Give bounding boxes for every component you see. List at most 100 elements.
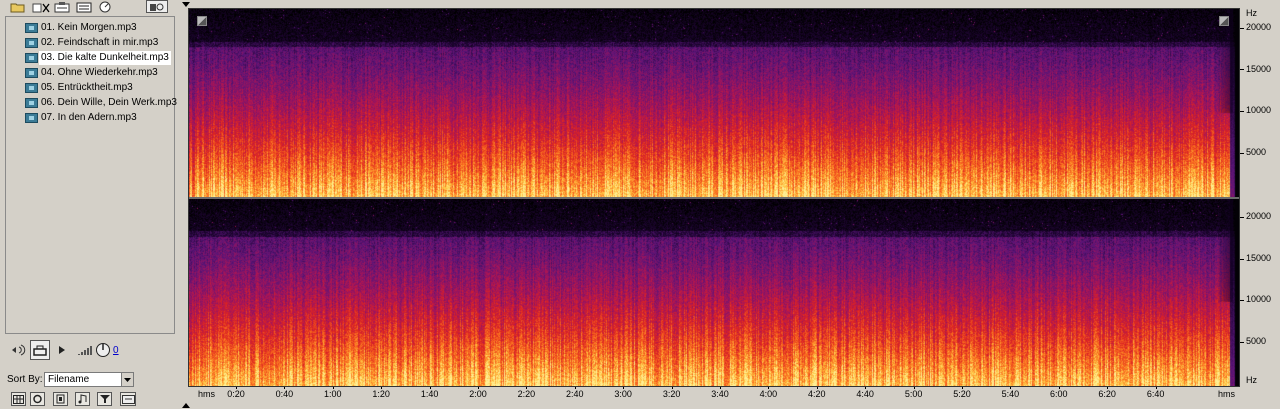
freq-label: 20000: [1246, 22, 1272, 32]
file-name: 05. Entrücktheit.mp3: [41, 82, 133, 93]
close-file-icon[interactable]: [32, 0, 50, 13]
time-label: 5:40: [1001, 389, 1020, 399]
time-label: 0:40: [275, 389, 294, 399]
file-list-item[interactable]: 02. Feindschaft in mir.mp3: [6, 36, 174, 50]
time-tick: [381, 387, 383, 389]
sort-select[interactable]: Filename: [44, 372, 134, 387]
sort-bar: Sort By: Filename: [0, 370, 180, 390]
audio-file-icon: [25, 113, 38, 123]
time-label: 1:20: [372, 389, 390, 399]
zoom-corner-icon[interactable]: [197, 16, 207, 26]
freq-label: 15000: [1246, 64, 1272, 74]
time-label: 3:20: [662, 389, 681, 399]
spectrogram-canvas: [189, 199, 1239, 386]
freq-tick: [1240, 111, 1244, 112]
audio-file-icon: [25, 53, 38, 63]
loop-icon[interactable]: [10, 340, 26, 360]
export-icon[interactable]: [30, 340, 50, 360]
audio-file-icon: [25, 68, 38, 78]
volume-value[interactable]: 0: [113, 345, 119, 356]
bottom-toolbar: [0, 391, 180, 408]
time-tick: [526, 387, 528, 389]
freq-tick: [1240, 217, 1244, 218]
grid-icon[interactable]: [11, 392, 26, 406]
time-label: 6:20: [1098, 389, 1116, 399]
time-label: 3:40: [711, 389, 729, 399]
time-tick: [962, 387, 963, 389]
frequency-ruler: Hz 20000 15000 10000 5000 20000 15000 10…: [1240, 8, 1280, 387]
file-list-item[interactable]: 04. Ohne Wiederkehr.mp3: [6, 66, 174, 80]
file-list-item[interactable]: 01. Kein Morgen.mp3: [6, 21, 174, 35]
time-tick: [623, 387, 625, 389]
freq-tick: [1240, 259, 1244, 260]
volume-knob-icon[interactable]: [94, 340, 112, 360]
time-tick: [236, 387, 237, 389]
file-name: 03. Die kalte Dunkelheit.mp3: [39, 51, 171, 65]
file-name: 02. Feindschaft in mir.mp3: [41, 37, 159, 48]
show-icon[interactable]: [120, 392, 136, 406]
file-name: 07. In den Adern.mp3: [41, 112, 137, 123]
time-label: 2:40: [566, 389, 584, 399]
time-tick: [1155, 387, 1157, 389]
playhead-marker-icon[interactable]: [182, 2, 190, 7]
time-tick: [574, 387, 576, 389]
time-label: 5:20: [953, 389, 971, 399]
file-name: 01. Kein Morgen.mp3: [41, 22, 137, 33]
properties-icon[interactable]: [76, 0, 92, 13]
file-list-item[interactable]: 05. Entrücktheit.mp3: [6, 81, 174, 95]
file-name: 04. Ohne Wiederkehr.mp3: [41, 67, 158, 78]
audio-file-icon: [25, 83, 38, 93]
insert-icon[interactable]: [54, 0, 70, 13]
freq-tick: [1240, 28, 1244, 29]
channel-divider: [189, 197, 1239, 199]
time-label: 4:00: [759, 389, 778, 399]
spectral-editor: Hz 20000 15000 10000 5000 20000 15000 10…: [180, 0, 1280, 409]
file-list-item-selected[interactable]: 03. Die kalte Dunkelheit.mp3: [6, 51, 174, 65]
freq-unit-label: Hz: [1246, 375, 1257, 385]
playhead-marker-icon[interactable]: [182, 403, 190, 408]
freq-tick: [1240, 300, 1244, 301]
zoom-corner-icon[interactable]: [1219, 16, 1229, 26]
pause-icon[interactable]: [53, 392, 68, 406]
favorites-icon[interactable]: [146, 0, 168, 13]
time-label: 4:40: [856, 389, 874, 399]
freq-unit-label: Hz: [1246, 8, 1257, 18]
file-list-item[interactable]: 06. Dein Wille, Dein Werk.mp3: [6, 96, 177, 110]
freq-label: 10000: [1246, 294, 1272, 304]
music-icon[interactable]: [75, 392, 90, 406]
audio-file-icon: [25, 98, 38, 108]
time-unit-label: hms: [1218, 389, 1236, 399]
file-list[interactable]: 01. Kein Morgen.mp3 02. Feindschaft in m…: [5, 16, 177, 334]
file-list-item[interactable]: 07. In den Adern.mp3: [6, 111, 174, 125]
freq-label: 15000: [1246, 253, 1272, 263]
spectral-display[interactable]: [188, 8, 1240, 387]
time-tick: [865, 387, 867, 389]
filter-icon[interactable]: [97, 392, 112, 406]
transport-bar: 0: [0, 340, 180, 362]
loop-icon[interactable]: [30, 392, 45, 406]
time-label: 1:40: [420, 389, 439, 399]
time-tick: [429, 387, 431, 389]
time-label: 0:20: [227, 389, 245, 399]
autoplay-icon[interactable]: [98, 0, 112, 13]
volume-meter-icon: [77, 340, 93, 360]
open-folder-icon[interactable]: [10, 0, 26, 13]
freq-tick: [1240, 153, 1244, 154]
time-tick: [671, 387, 673, 389]
freq-tick: [1240, 69, 1244, 70]
chevron-down-icon[interactable]: [121, 373, 133, 386]
time-tick: [913, 387, 915, 389]
spectrogram-left-channel[interactable]: [189, 9, 1239, 198]
time-tick: [1010, 387, 1012, 389]
spectrogram-right-channel[interactable]: [189, 199, 1239, 386]
time-ruler: hms hms 0:20 0:40 1:00 1:20 1:40 2:00 2:20 2:40…: [188, 387, 1240, 401]
files-panel: 01. Kein Morgen.mp3 02. Feindschaft in m…: [0, 0, 180, 409]
time-label: 3:00: [614, 389, 632, 399]
time-tick: [284, 387, 286, 389]
files-toolbar: [0, 0, 180, 15]
file-name: 06. Dein Wille, Dein Werk.mp3: [41, 97, 177, 108]
sort-label: Sort By:: [7, 374, 43, 385]
freq-label: 10000: [1246, 105, 1272, 115]
time-tick: [478, 387, 479, 389]
play-icon[interactable]: [57, 340, 67, 360]
